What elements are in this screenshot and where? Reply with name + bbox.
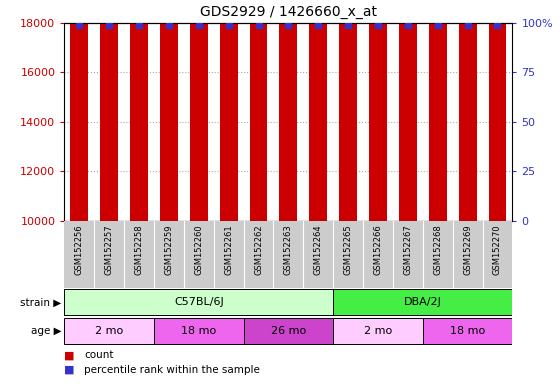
Bar [220,0,237,221]
Text: count: count [84,350,114,360]
Bar [100,0,118,221]
Text: GSM152263: GSM152263 [284,224,293,275]
Text: GSM152261: GSM152261 [224,224,233,275]
Text: GSM152265: GSM152265 [344,224,353,275]
Bar [64,318,154,344]
Bar [459,0,477,221]
Text: GSM152270: GSM152270 [493,224,502,275]
Bar [488,0,506,221]
Bar [333,290,512,315]
Bar [399,0,417,221]
Bar [333,318,423,344]
Text: C57BL/6J: C57BL/6J [174,297,223,308]
Bar [429,0,447,221]
Bar [244,318,333,344]
Text: percentile rank within the sample: percentile rank within the sample [84,365,260,375]
Text: GSM152257: GSM152257 [105,224,114,275]
Bar [309,0,327,221]
Bar [190,0,208,221]
Bar [250,0,268,221]
Bar [279,0,297,221]
Text: ■: ■ [64,350,75,360]
Text: GSM152267: GSM152267 [403,224,412,275]
Text: GDS2929 / 1426660_x_at: GDS2929 / 1426660_x_at [200,5,377,19]
Bar [160,0,178,221]
Text: GSM152256: GSM152256 [75,224,84,275]
Text: GSM152269: GSM152269 [463,224,472,275]
Text: strain ▶: strain ▶ [20,297,62,308]
Text: 18 mo: 18 mo [181,326,216,336]
Bar [71,0,88,221]
Text: GSM152259: GSM152259 [165,224,174,275]
Bar [369,0,387,221]
Text: 2 mo: 2 mo [364,326,392,336]
Bar [130,0,148,221]
Bar [339,0,357,221]
Text: GSM152264: GSM152264 [314,224,323,275]
Text: GSM152260: GSM152260 [194,224,203,275]
Bar [154,318,244,344]
Bar [64,290,333,315]
Bar [423,318,512,344]
Text: 2 mo: 2 mo [95,326,123,336]
Text: 26 mo: 26 mo [271,326,306,336]
Text: 18 mo: 18 mo [450,326,485,336]
Text: GSM152266: GSM152266 [374,224,382,275]
Text: DBA/2J: DBA/2J [404,297,442,308]
Text: ■: ■ [64,365,75,375]
Text: age ▶: age ▶ [31,326,62,336]
Text: GSM152258: GSM152258 [134,224,143,275]
Text: GSM152268: GSM152268 [433,224,442,275]
Text: GSM152262: GSM152262 [254,224,263,275]
